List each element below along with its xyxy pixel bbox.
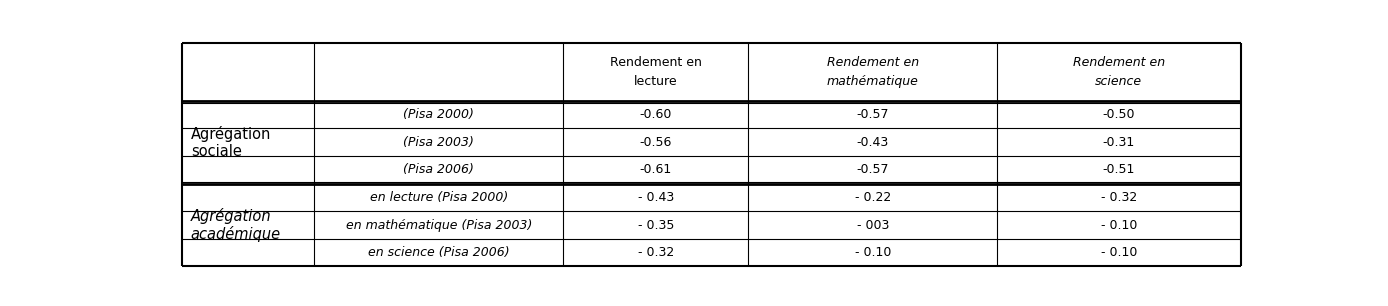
Bar <box>182 129 1241 156</box>
Bar <box>182 211 1241 239</box>
Text: en mathématique (Pisa 2003): en mathématique (Pisa 2003) <box>346 218 532 232</box>
Text: -0.57: -0.57 <box>856 163 890 176</box>
Bar <box>182 239 1241 267</box>
Text: -0.51: -0.51 <box>1102 163 1135 176</box>
Text: - 0.22: - 0.22 <box>855 191 891 204</box>
Text: -0.56: -0.56 <box>640 136 672 149</box>
Text: (Pisa 2003): (Pisa 2003) <box>404 136 475 149</box>
Bar <box>182 43 1241 101</box>
Text: -0.50: -0.50 <box>1102 108 1135 121</box>
Bar <box>182 156 1241 184</box>
Text: en lecture (Pisa 2000): en lecture (Pisa 2000) <box>369 191 508 204</box>
Text: -0.57: -0.57 <box>856 108 890 121</box>
Text: (Pisa 2000): (Pisa 2000) <box>404 108 475 121</box>
Text: Rendement en
mathématique: Rendement en mathématique <box>827 56 919 88</box>
Text: - 0.35: - 0.35 <box>637 218 675 232</box>
Text: - 0.10: - 0.10 <box>855 246 891 259</box>
Text: (Pisa 2006): (Pisa 2006) <box>404 163 475 176</box>
Bar <box>182 101 1241 129</box>
Text: - 003: - 003 <box>856 218 888 232</box>
Text: Agrégation
sociale: Agrégation sociale <box>190 125 271 159</box>
Text: - 0.32: - 0.32 <box>637 246 675 259</box>
Bar <box>182 184 1241 211</box>
Text: -0.31: -0.31 <box>1102 136 1135 149</box>
Text: en science (Pisa 2006): en science (Pisa 2006) <box>368 246 509 259</box>
Text: Rendement en
science: Rendement en science <box>1073 56 1165 88</box>
Text: - 0.32: - 0.32 <box>1101 191 1137 204</box>
Text: Agrégation
académique: Agrégation académique <box>190 208 280 242</box>
Text: -0.60: -0.60 <box>640 108 672 121</box>
Text: - 0.10: - 0.10 <box>1101 218 1137 232</box>
Text: - 0.43: - 0.43 <box>637 191 675 204</box>
Text: Rendement en
lecture: Rendement en lecture <box>609 56 702 88</box>
Text: -0.43: -0.43 <box>856 136 888 149</box>
Text: - 0.10: - 0.10 <box>1101 246 1137 259</box>
Text: -0.61: -0.61 <box>640 163 672 176</box>
